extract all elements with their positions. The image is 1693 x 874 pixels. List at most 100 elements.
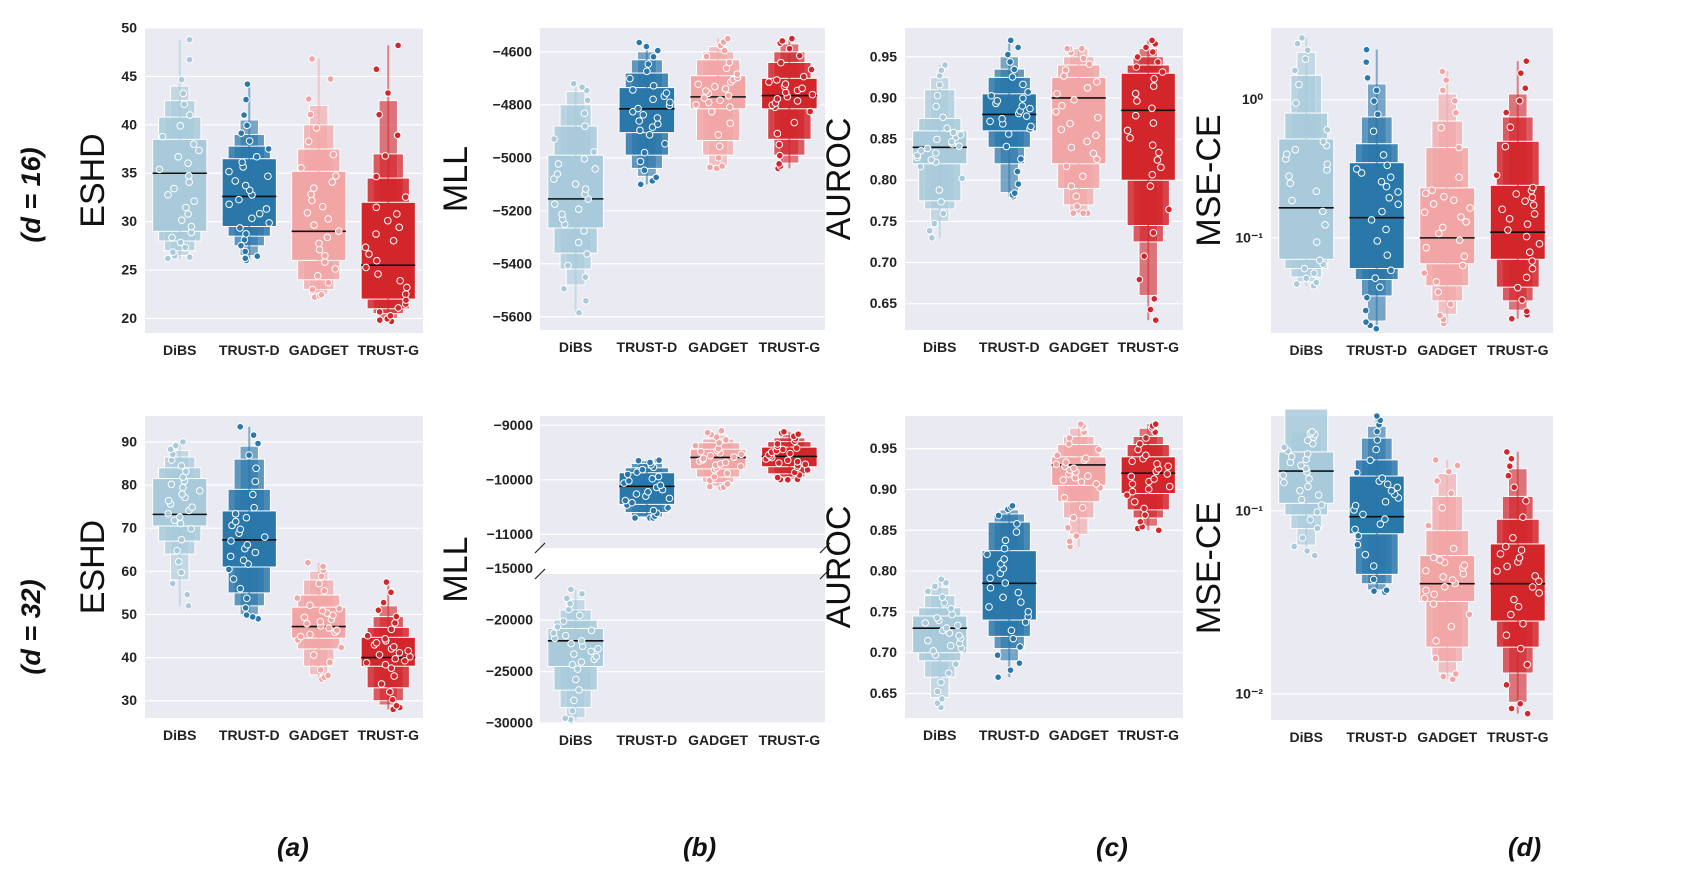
eshd-d32-trust-d-point xyxy=(227,537,235,545)
eshd-d16-trust-d-point xyxy=(245,186,254,195)
eshd-d32-trust-g-point xyxy=(392,701,401,710)
eshd-d32-dibs-point xyxy=(175,513,184,521)
auroc-d32-dibs-point xyxy=(924,636,932,645)
eshd-d16-panel: 20 25 30 35 40 45 50 DiBS TRUST-D GADGET TRUST-G ES… xyxy=(74,20,423,358)
mll-d16-dibs-point xyxy=(582,296,590,305)
auroc-d16-trust-g-point xyxy=(1135,275,1144,284)
auroc-d16-dibs-point xyxy=(917,146,925,155)
mse-ce-d32-ylabel: MSE-CE xyxy=(1190,502,1228,634)
auroc-d32-trust-d-point xyxy=(1013,519,1021,528)
eshd-d32-trust-g-point xyxy=(362,658,371,667)
mll-d32-trust-g-point xyxy=(780,428,788,436)
mll-d16-dibs-point xyxy=(578,83,586,91)
mll-d32-trust-g-point xyxy=(784,476,792,484)
auroc-d32-gadget-point xyxy=(1082,454,1090,463)
mll-d32-trust-g-point xyxy=(794,430,803,438)
eshd-d16-trust-g-point xyxy=(386,312,395,320)
mse-ce-d32-gadget-point xyxy=(1453,461,1462,470)
eshd-d16-trust-g-point xyxy=(375,316,384,324)
eshd-d16-dibs-point xyxy=(169,248,177,257)
mll-d32-trust-g-point xyxy=(792,444,801,452)
eshd-d16-trust-g-point xyxy=(396,276,404,285)
mll-d16-dibs-point xyxy=(575,308,583,317)
eshd-d16-gadget-point xyxy=(303,208,312,217)
auroc-d32-trust-d-point xyxy=(986,574,994,582)
mll-d32-gadget-point xyxy=(721,458,730,467)
auroc-d32-dibs-point xyxy=(952,660,960,668)
auroc-d16-gadget-point xyxy=(1077,44,1086,53)
mse-ce-d16-dibs-point xyxy=(1286,179,1295,188)
mse-ce-d32-trust-g-point xyxy=(1510,483,1519,492)
eshd-d32-ylabel: ESHD xyxy=(74,520,112,614)
mse-ce-d16-trust-g-point xyxy=(1528,193,1537,202)
auroc-d32-trust-g-point xyxy=(1142,434,1150,442)
auroc-d32-gadget-point xyxy=(1062,458,1070,467)
auroc-d32-trust-d-point xyxy=(1001,579,1010,587)
eshd-d16-dibs-point xyxy=(185,35,194,44)
mse-ce-d16-gadget-point xyxy=(1439,86,1447,95)
mll-d16-xtick-label-trust-g: TRUST-G xyxy=(759,339,821,355)
eshd-d32-gadget-point xyxy=(324,671,332,680)
auroc-d32-trust-g-point xyxy=(1128,457,1136,466)
mll-d32-gadget-point xyxy=(736,462,745,471)
mll-d16-gadget-point xyxy=(714,130,723,139)
mse-ce-d32-trust-g-point xyxy=(1504,471,1513,480)
mll-d16-trust-d-point xyxy=(635,117,643,125)
eshd-d32-trust-d-point xyxy=(239,556,248,565)
eshd-d32-trust-g-point xyxy=(391,619,399,627)
mse-ce-d32-trust-d-point xyxy=(1366,456,1375,464)
mse-ce-d16-dibs-point xyxy=(1285,172,1293,180)
mll-d16-gadget-point xyxy=(706,163,714,172)
auroc-d16-xtick-label-trust-d: TRUST-D xyxy=(979,339,1040,355)
mll-d16-dibs-point xyxy=(580,227,588,235)
auroc-d32-dibs-point xyxy=(937,678,945,687)
eshd-d32-dibs-point xyxy=(164,509,172,518)
mll-d32-dibs-point xyxy=(566,599,574,608)
mll-d16-dibs-point xyxy=(581,273,590,281)
mse-ce-d16-gadget-point xyxy=(1428,186,1436,194)
eshd-d16-gadget-point xyxy=(334,227,343,235)
eshd-d16-trust-g-point xyxy=(372,172,380,181)
eshd-d32-trust-g-point xyxy=(387,588,395,597)
auroc-d16-ylabel: AUROC xyxy=(820,118,858,241)
mse-ce-d32-gadget-point xyxy=(1432,637,1440,645)
auroc-d32-trust-d-point xyxy=(985,603,993,611)
mse-ce-d16-gadget-point xyxy=(1421,189,1430,198)
mll-d16-trust-g-point xyxy=(807,65,816,74)
eshd-d32-trust-g-point xyxy=(372,639,381,647)
auroc-d16-ytick-label: 0.70 xyxy=(870,254,897,270)
mse-ce-d16-xtick-label-trust-g: TRUST-G xyxy=(1487,342,1549,358)
mll-d32-trust-d-point xyxy=(621,496,630,505)
mse-ce-d32-dibs-point xyxy=(1313,508,1321,516)
mse-ce-d16-gadget-point xyxy=(1420,208,1429,217)
mse-ce-d32-trust-d-point xyxy=(1381,497,1390,506)
mse-ce-d16-dibs-point xyxy=(1282,150,1291,158)
mse-ce-d32-gadget-point xyxy=(1445,467,1453,476)
eshd-d32-dibs-point xyxy=(176,519,185,528)
mse-ce-d16-trust-d-point xyxy=(1382,225,1390,234)
mse-ce-d32-gadget-point xyxy=(1465,610,1474,619)
eshd-d32-trust-g-point xyxy=(387,625,396,634)
auroc-d32-trust-g-point xyxy=(1127,472,1136,481)
auroc-d16-trust-g-point xyxy=(1142,43,1150,52)
eshd-d16-trust-g-point xyxy=(362,263,370,272)
mll-d16-trust-d-point xyxy=(635,38,644,47)
eshd-d16-gadget-point xyxy=(323,233,332,242)
eshd-d32-gadget-point xyxy=(320,586,329,595)
eshd-d16-gadget-point xyxy=(326,75,335,83)
auroc-d32-gadget-point xyxy=(1053,451,1062,460)
mll-d16-dibs-point xyxy=(558,210,566,218)
mse-ce-d32-xtick-label-trust-d: TRUST-D xyxy=(1346,729,1407,745)
mse-ce-d16-dibs-point xyxy=(1303,46,1312,54)
mse-ce-d16-gadget-point xyxy=(1432,277,1441,286)
auroc-d16-gadget-point xyxy=(1092,131,1100,140)
mse-ce-d32-dibs-point xyxy=(1314,491,1323,499)
mll-d16-dibs-point xyxy=(550,135,558,143)
auroc-d16-trust-g-point xyxy=(1148,104,1156,113)
mse-ce-d16-trust-d-point xyxy=(1361,306,1370,315)
mll-d16-dibs-point xyxy=(554,160,563,168)
auroc-d16-dibs-point xyxy=(916,162,925,171)
eshd-d16-ytick-label: 35 xyxy=(121,165,137,181)
eshd-d16-trust-g-point xyxy=(394,41,402,50)
eshd-d32-gadget-point xyxy=(304,558,312,567)
